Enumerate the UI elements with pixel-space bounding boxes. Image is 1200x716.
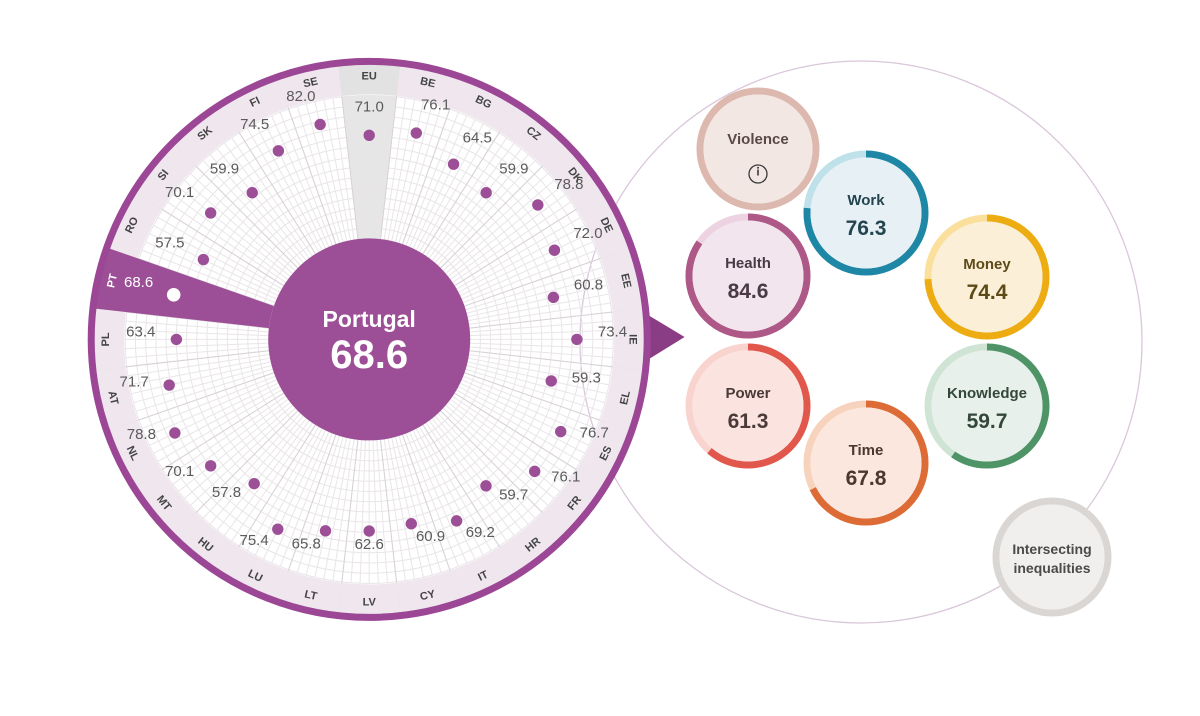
svg-text:74.4: 74.4 <box>967 281 1008 304</box>
svg-text:59.7: 59.7 <box>967 410 1008 433</box>
svg-text:Money: Money <box>963 256 1011 273</box>
svg-text:60.8: 60.8 <box>574 277 603 294</box>
svg-text:70.1: 70.1 <box>165 184 194 201</box>
svg-text:IE: IE <box>626 334 638 344</box>
svg-text:Work: Work <box>847 192 885 209</box>
svg-text:59.9: 59.9 <box>210 160 239 177</box>
svg-text:Knowledge: Knowledge <box>947 385 1027 402</box>
svg-text:63.4: 63.4 <box>126 323 155 340</box>
svg-text:PL: PL <box>100 332 112 346</box>
svg-text:57.5: 57.5 <box>155 234 184 251</box>
svg-text:LV: LV <box>363 596 377 608</box>
svg-text:59.3: 59.3 <box>572 370 601 387</box>
svg-text:76.1: 76.1 <box>421 97 450 114</box>
svg-text:69.2: 69.2 <box>466 524 495 541</box>
svg-text:Violence: Violence <box>727 131 788 148</box>
svg-text:Portugal: Portugal <box>323 306 416 332</box>
svg-text:73.4: 73.4 <box>598 323 627 340</box>
svg-text:Intersecting: Intersecting <box>1012 541 1091 557</box>
svg-text:59.9: 59.9 <box>499 160 528 177</box>
svg-text:76.1: 76.1 <box>551 468 580 485</box>
svg-text:75.4: 75.4 <box>239 532 268 549</box>
svg-text:59.7: 59.7 <box>499 486 528 503</box>
svg-text:76.3: 76.3 <box>846 217 887 240</box>
svg-text:68.6: 68.6 <box>330 333 408 377</box>
svg-text:61.3: 61.3 <box>728 410 769 433</box>
svg-text:71.0: 71.0 <box>355 98 384 115</box>
svg-text:67.8: 67.8 <box>846 467 887 490</box>
svg-text:65.8: 65.8 <box>292 535 321 552</box>
svg-text:Health: Health <box>725 255 771 272</box>
svg-text:inequalities: inequalities <box>1013 560 1090 576</box>
svg-text:57.8: 57.8 <box>212 484 241 501</box>
svg-text:Time: Time <box>849 442 884 459</box>
svg-text:72.0: 72.0 <box>573 225 602 242</box>
svg-text:70.1: 70.1 <box>165 463 194 480</box>
svg-text:78.8: 78.8 <box>127 426 156 443</box>
svg-text:EU: EU <box>362 70 377 82</box>
svg-text:Power: Power <box>725 385 770 402</box>
svg-text:76.7: 76.7 <box>580 425 609 442</box>
svg-text:71.7: 71.7 <box>120 374 149 391</box>
svg-text:82.0: 82.0 <box>286 88 315 105</box>
svg-text:68.6: 68.6 <box>124 274 153 291</box>
svg-text:84.6: 84.6 <box>728 280 769 303</box>
svg-text:60.9: 60.9 <box>416 528 445 545</box>
svg-text:74.5: 74.5 <box>240 116 269 133</box>
svg-text:62.6: 62.6 <box>355 536 384 553</box>
svg-text:64.5: 64.5 <box>463 129 492 146</box>
